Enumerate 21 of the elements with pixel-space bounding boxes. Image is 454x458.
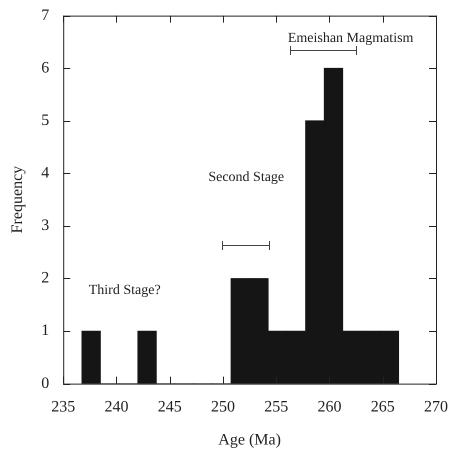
y-tick-label: 7 [41, 6, 50, 24]
annotation: Third Stage? [88, 282, 161, 299]
x-tick-label: 235 [51, 398, 76, 416]
y-tick-label: 1 [41, 322, 50, 340]
y-tick-label: 6 [41, 59, 50, 76]
x-tick-label: 255 [264, 398, 288, 416]
y-tick-label: 3 [41, 217, 50, 234]
x-tick-label: 250 [210, 398, 235, 416]
x-tick-label: 240 [104, 398, 128, 416]
x-tick-label: 245 [158, 398, 182, 416]
annotation: Second Stage [208, 170, 284, 186]
y-axis-title: Frequency [8, 166, 26, 234]
x-axis-title: Age (Ma) [218, 432, 281, 449]
x-tick-label: 265 [370, 398, 395, 416]
annotation: Emeishan Magmatism [288, 30, 414, 47]
y-tick-label: 0 [41, 374, 50, 392]
y-tick-label: 4 [41, 164, 50, 182]
x-tick-label: 260 [317, 398, 342, 416]
y-tick-label: 2 [41, 270, 50, 287]
x-tick-label: 270 [424, 398, 448, 416]
y-tick-label: 5 [41, 112, 50, 129]
